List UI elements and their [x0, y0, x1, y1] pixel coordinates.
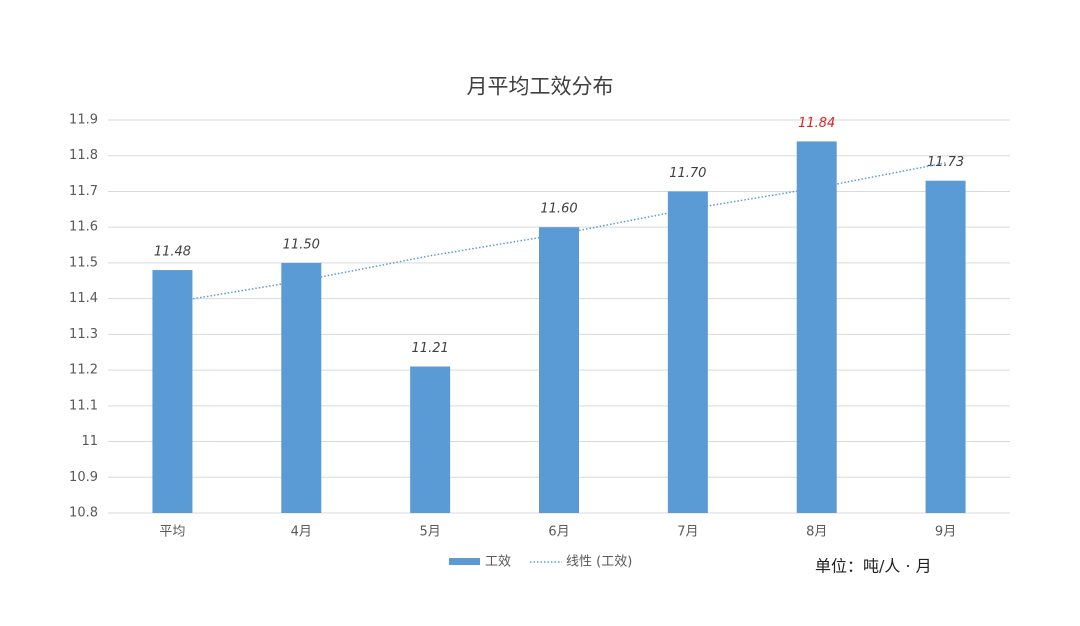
y-tick-label: 11.7	[69, 184, 98, 199]
value-label: 11.70	[669, 166, 706, 181]
x-tick-label: 4月	[291, 525, 312, 540]
y-tick-label: 11.9	[69, 113, 98, 128]
y-tick-label: 11.2	[69, 363, 98, 378]
chart-title: 月平均工效分布	[467, 75, 614, 99]
y-tick-label: 11.6	[69, 220, 98, 235]
y-tick-label: 11.4	[69, 291, 98, 306]
y-tick-label: 11.8	[69, 148, 98, 163]
bar	[539, 227, 579, 513]
value-label: 11.48	[154, 245, 191, 260]
bar	[410, 366, 451, 513]
x-tick-label: 9月	[935, 525, 956, 540]
value-label: 11.84	[798, 116, 835, 131]
bar	[152, 270, 193, 513]
bar	[925, 180, 966, 513]
y-tick-label: 10.8	[69, 506, 98, 521]
x-tick-label: 8月	[806, 525, 827, 540]
x-tick-label: 平均	[159, 525, 185, 540]
unit-annotation: 单位：吨/人 · 月	[815, 557, 932, 576]
x-tick-label: 6月	[548, 525, 569, 540]
y-tick-label: 11.5	[69, 255, 98, 270]
trend-line	[172, 162, 946, 303]
x-tick-label: 7月	[677, 525, 698, 540]
y-tick-label: 10.9	[69, 470, 98, 485]
value-label: 11.60	[540, 202, 577, 217]
value-label: 11.73	[927, 155, 964, 170]
y-tick-label: 11.3	[69, 327, 98, 342]
bar	[667, 191, 708, 514]
value-label: 11.21	[412, 341, 449, 356]
bar	[796, 141, 837, 513]
legend-label: 工效	[485, 555, 511, 570]
legend-swatch	[449, 558, 480, 565]
legend-label: 线性 (工效)	[566, 555, 632, 570]
y-tick-label: 11.1	[69, 398, 98, 413]
x-tick-label: 5月	[420, 525, 441, 540]
bar	[281, 262, 322, 513]
value-label: 11.50	[283, 237, 320, 252]
y-tick-label: 11	[81, 434, 98, 449]
